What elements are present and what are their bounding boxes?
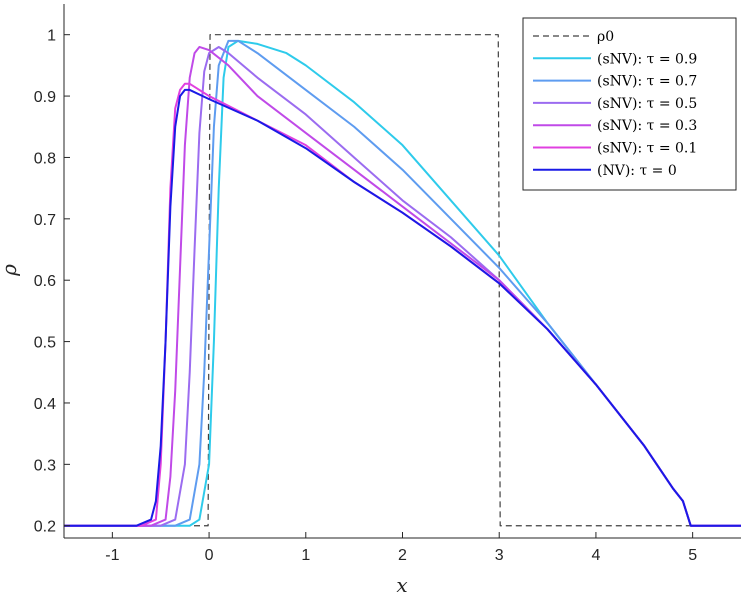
legend: ρ0 (sNV): τ = 0.9 (sNV): τ = 0.7 (sNV): τ =… [522,17,737,191]
x-tick-label: 1 [301,547,310,564]
y-tick-label: 0.3 [34,457,56,474]
x-tick-label: 4 [591,547,600,564]
legend-label: ρ0 [597,29,614,45]
x-tick-label: -1 [105,547,119,564]
series-line-6 [64,88,741,527]
y-axis-label: ρ [0,264,21,277]
y-tick-label: 0.7 [34,212,56,229]
legend-label: (NV): τ = 0 [597,163,677,179]
legend-label: (sNV): τ = 0.5 [597,96,697,112]
y-tick-label: 0.4 [34,396,56,413]
legend-label: (sNV): τ = 0.3 [597,118,697,134]
x-tick-label: 3 [495,547,504,564]
axes: -1 0 1 2 3 4 5 0.2 0.3 0.4 0.5 0.6 0.7 0.8 0.9 1 [34,4,741,564]
legend-box [522,17,737,191]
y-tick-label: 0.9 [34,89,56,106]
y-tick-label: 0.6 [34,273,56,290]
legend-label: (sNV): τ = 0.9 [597,51,697,67]
y-tick-label: 0.2 [34,519,56,536]
y-tick-label: 1 [47,28,56,45]
y-tick-label: 0.8 [34,150,56,167]
x-axis-label: x [396,573,407,597]
y-tick-label: 0.5 [34,335,56,352]
x-tick-label: 0 [205,547,214,564]
legend-label: (sNV): τ = 0.1 [597,141,697,157]
legend-label: (sNV): τ = 0.7 [597,74,697,90]
x-tick-label: 5 [688,547,697,564]
series-line-0 [64,34,741,527]
x-tick-label: 2 [398,547,407,564]
